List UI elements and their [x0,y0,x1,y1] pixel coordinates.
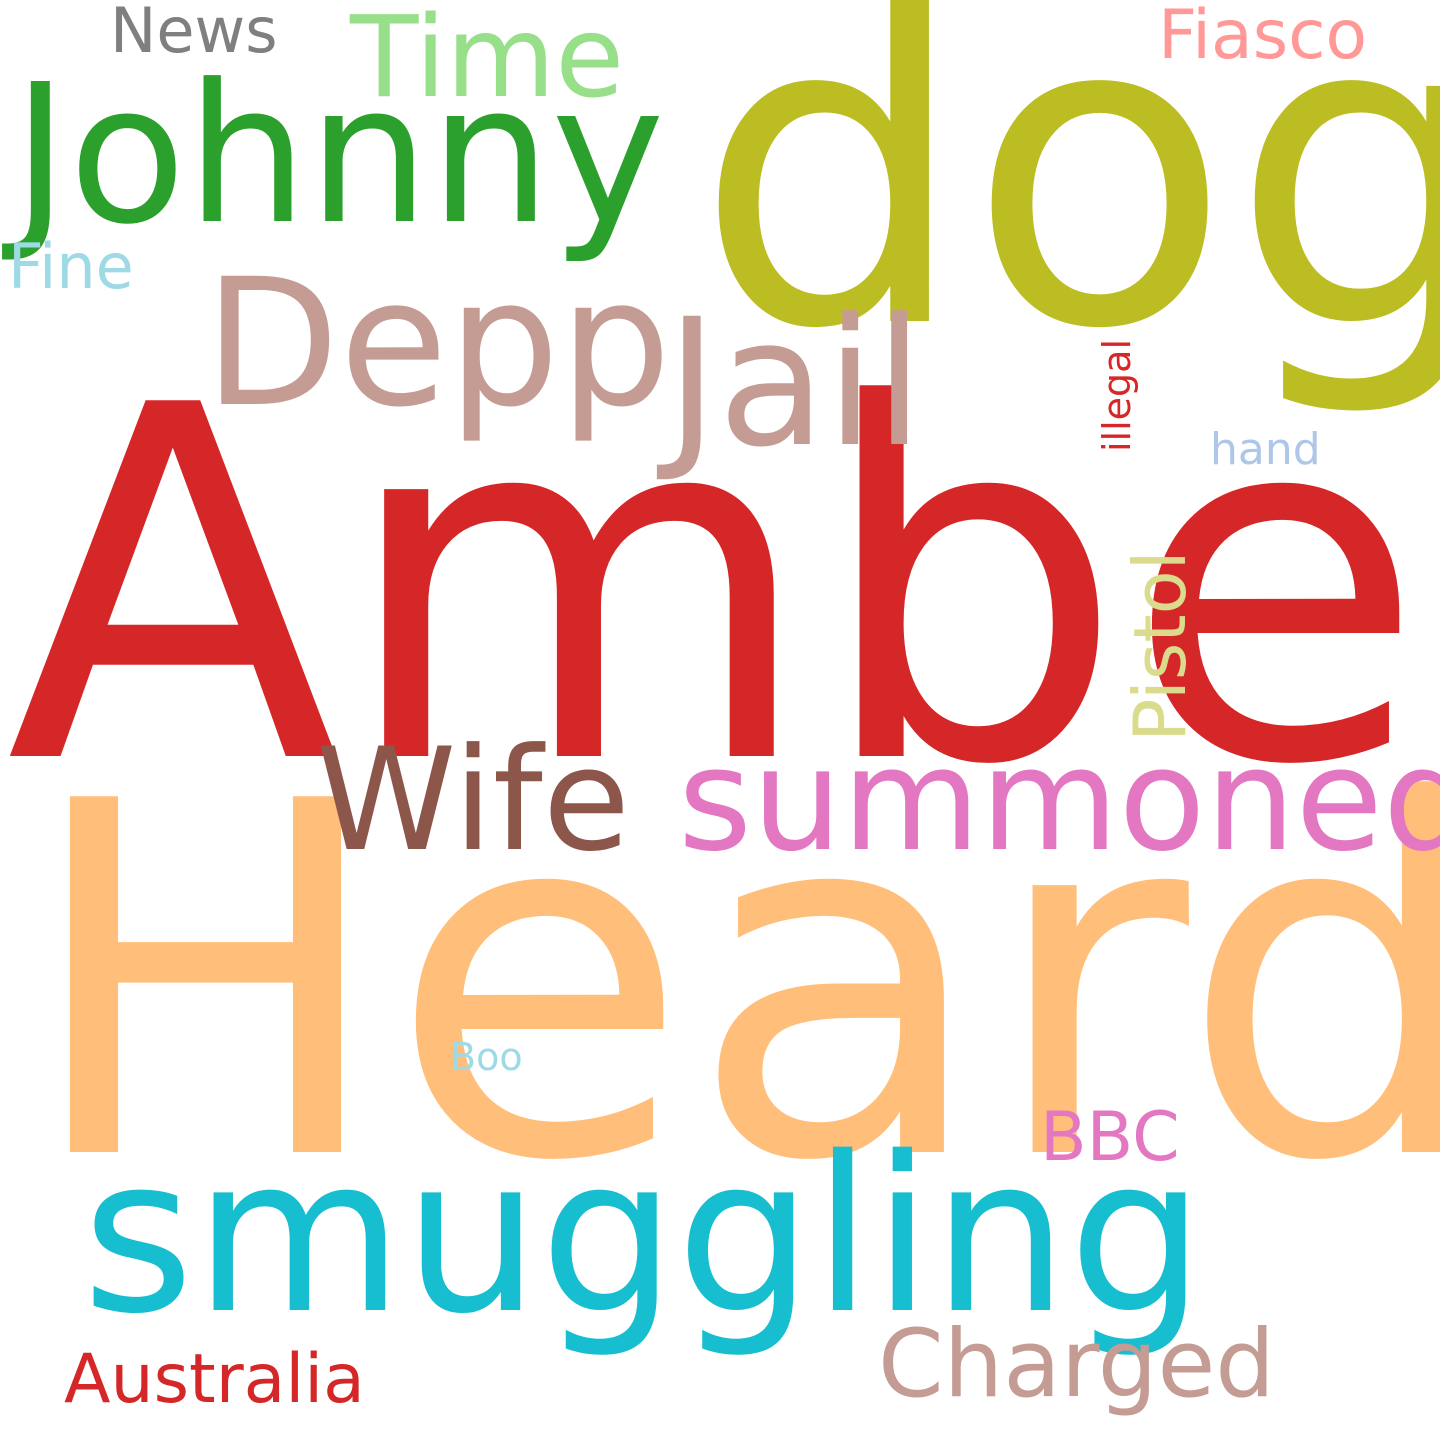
word-heard: Heard [22,700,1440,1268]
word-smuggling: smuggling [82,1110,1205,1361]
word-illegal: illegal [1095,338,1139,452]
word-pistol: Pistol [1118,550,1202,742]
word-fiasco: Fiasco [1158,0,1368,75]
word-johnny: Johnny [12,44,665,267]
word-jail: Jail [666,281,924,486]
word-australia: Australia [64,1340,365,1419]
word-boo: Boo [450,1035,523,1079]
word-dog: dog [695,0,1440,423]
word-summoned: summoned [678,718,1440,883]
word-amber: Amber [6,304,1440,872]
word-wife: Wife [316,718,631,883]
word-charged: Charged [878,1310,1275,1419]
word-fine: Fine [8,230,134,303]
word-news: News [110,0,278,67]
word-hand: hand [1210,424,1321,475]
word-time: Time [350,0,625,123]
word-depp: Depp [204,241,672,446]
word-bbc: BBC [1040,1098,1180,1177]
